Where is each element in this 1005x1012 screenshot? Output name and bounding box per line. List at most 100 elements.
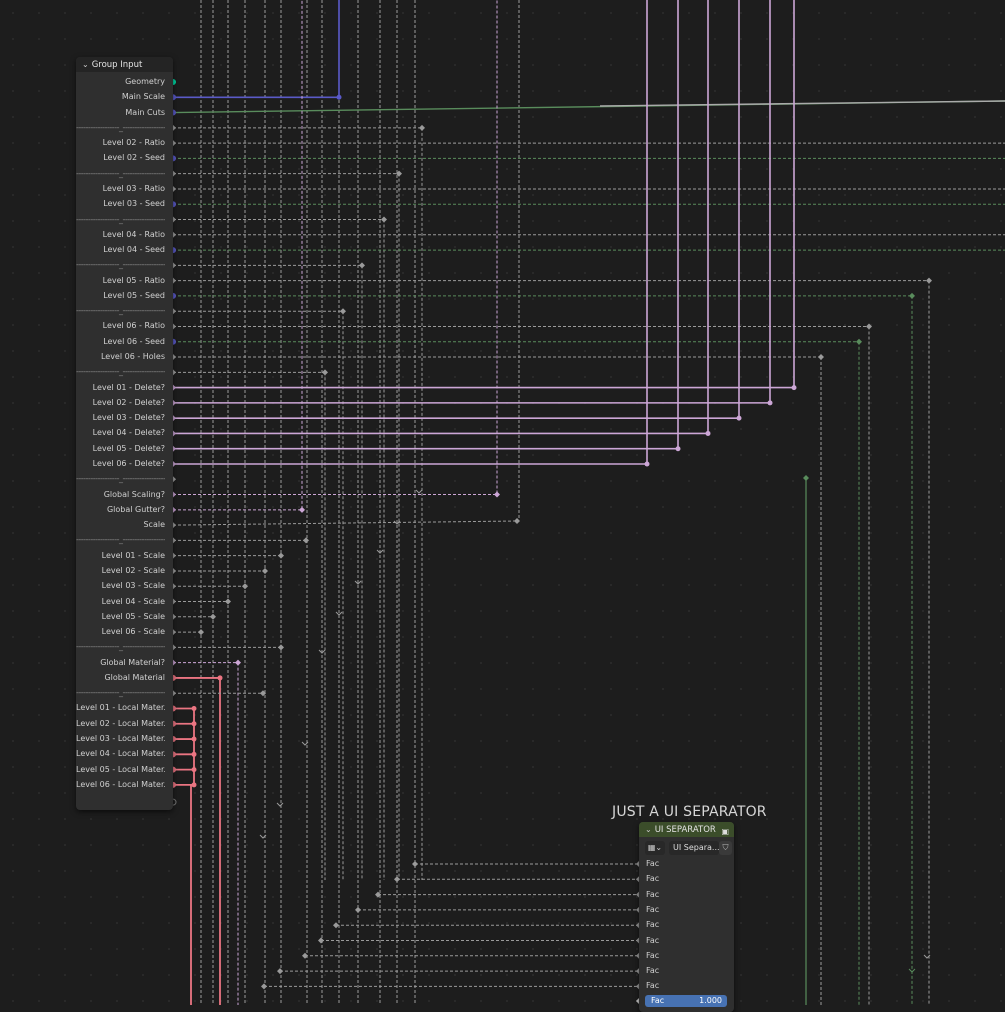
node-socket	[791, 385, 797, 391]
reroute-diamond	[278, 644, 284, 651]
node-link	[173, 0, 303, 511]
socket-row: Level 02 - Seed	[103, 153, 165, 163]
socket-row: Level 02 - Scale	[101, 565, 165, 575]
socket-row: Level 05 - Local Mater...	[76, 764, 165, 774]
node-link	[173, 0, 795, 389]
socket-row: Level 05 - Seed	[103, 290, 165, 300]
reroute-diamond	[260, 690, 266, 697]
fac-slider-value: 1.000	[699, 996, 722, 1005]
node-link	[173, 0, 340, 99]
fac-input-row: Fac	[646, 920, 660, 930]
socket-row: Level 02 - Local Mater...	[76, 718, 165, 728]
group-input-node[interactable]: ⌄ Group Input Geometry Main Scale Main Cuts…	[76, 57, 173, 810]
reroute-diamond	[375, 891, 381, 898]
node-link	[173, 0, 648, 465]
socket-row: Level 06 - Delete?	[92, 459, 165, 468]
reroute-diamond	[198, 629, 204, 636]
fac-input-row: Fac	[646, 950, 660, 960]
socket-row: ------------------_------------------	[76, 688, 165, 698]
fac-input-row: Fac	[646, 859, 660, 868]
fac-slider[interactable]: Fac 1.000	[645, 995, 727, 1007]
node-socket	[217, 675, 223, 681]
socket-row: Level 03 - Local Mater...	[76, 734, 165, 744]
socket-row: Level 01 - Scale	[101, 550, 165, 560]
chevron-down-icon[interactable]: ⌄	[82, 60, 89, 69]
socket-row: ------------------_------------------	[76, 642, 165, 652]
fac-input-row: Fac	[646, 874, 660, 884]
fac-input-row: Fac	[646, 935, 660, 945]
reroute-diamond	[803, 475, 809, 481]
socket-row: Level 05 - Ratio	[102, 275, 165, 285]
node-socket	[675, 446, 681, 452]
socket-row: Level 05 - Scale	[101, 611, 165, 621]
socket-row	[76, 793, 165, 807]
group-input-title: Group Input	[91, 60, 143, 70]
socket-row: Level 04 - Scale	[101, 596, 165, 606]
node-tree-selector[interactable]: ▦⌄ UI Separa... ⛉	[645, 841, 732, 857]
socket-row: Level 06 - Seed	[103, 336, 165, 346]
ui-separator-header[interactable]: ⌄ UI SEPARATOR ▣	[639, 822, 734, 837]
reroute-diamond	[261, 983, 267, 990]
flow-arrow	[415, 489, 423, 494]
reroute-diamond	[242, 583, 248, 590]
reroute-diamond	[262, 567, 268, 574]
socket-row: Level 06 - Scale	[101, 627, 165, 637]
socket-row: Level 06 - Ratio	[102, 321, 165, 331]
socket-row: Level 03 - Delete?	[92, 413, 165, 423]
fac-input-row: Fac	[646, 981, 660, 991]
flow-arrow	[908, 968, 916, 973]
node-link	[173, 0, 709, 435]
fac-slider-label: Fac	[651, 996, 665, 1005]
ui-separator-title: UI SEPARATOR	[654, 825, 716, 835]
flow-arrow	[276, 802, 284, 807]
flow-arrow	[335, 611, 343, 616]
fac-input-row: Fac	[646, 966, 660, 976]
socket-row: Level 03 - Ratio	[102, 183, 165, 193]
reroute-diamond	[333, 922, 339, 929]
node-link	[173, 662, 239, 1005]
socket-row: ------------------_------------------	[76, 535, 165, 545]
socket-row: Level 01 - Local Mater...	[76, 703, 165, 713]
socket-row: Level 03 - Scale	[101, 581, 165, 591]
reroute-diamond	[225, 598, 231, 605]
node-link	[599, 100, 1005, 107]
reroute-diamond	[412, 861, 418, 867]
ui-separator-node[interactable]: ⌄ UI SEPARATOR ▣ ▦⌄ UI Separa... ⛉ Fac Fac…	[639, 822, 734, 1012]
fake-user-shield-icon[interactable]: ⛉	[719, 841, 732, 855]
node-group-icon[interactable]: ▣	[721, 827, 729, 836]
socket-row: ------------------_------------------	[76, 367, 165, 377]
reroute-diamond	[394, 876, 400, 883]
socket-row: Level 04 - Seed	[103, 245, 165, 255]
socket-row: ------------------_------------------	[76, 260, 165, 270]
reroute-diamond	[303, 537, 309, 544]
node-link	[172, 520, 518, 526]
reroute-diamond	[210, 613, 216, 620]
socket-row: Main Cuts	[125, 107, 165, 117]
socket-row: Level 04 - Delete?	[92, 428, 165, 438]
group-input-header[interactable]: ⌄ Group Input	[76, 57, 173, 72]
socket-row: ------------------_------------------	[76, 122, 165, 132]
fac-input-row: Fac	[646, 904, 660, 914]
node-socket	[736, 415, 742, 421]
socket-row: Global Material?	[100, 657, 165, 667]
reroute-diamond	[318, 937, 324, 944]
socket-row: Level 06 - Local Mater...	[76, 779, 165, 789]
socket-row: Level 02 - Delete?	[92, 397, 165, 407]
reroute-diamond	[299, 506, 305, 513]
socket-row: Level 02 - Ratio	[102, 138, 165, 148]
node-tree-browse-button[interactable]: ▦⌄	[645, 841, 665, 855]
node-link	[173, 0, 498, 496]
reroute-diamond	[494, 491, 500, 498]
node-socket	[705, 430, 711, 436]
node-link	[173, 0, 679, 450]
reroute-diamond	[355, 906, 361, 913]
node-link	[173, 0, 740, 419]
socket-row: Geometry	[125, 77, 165, 86]
node-tree-name-field[interactable]: UI Separa...	[669, 841, 719, 855]
socket-row: Level 04 - Ratio	[102, 229, 165, 239]
node-socket	[644, 461, 650, 467]
frame-label: JUST A UI SEPARATOR	[612, 804, 767, 820]
chevron-down-icon[interactable]: ⌄	[645, 825, 652, 834]
flow-arrow	[376, 549, 384, 554]
reroute-diamond	[235, 659, 241, 666]
